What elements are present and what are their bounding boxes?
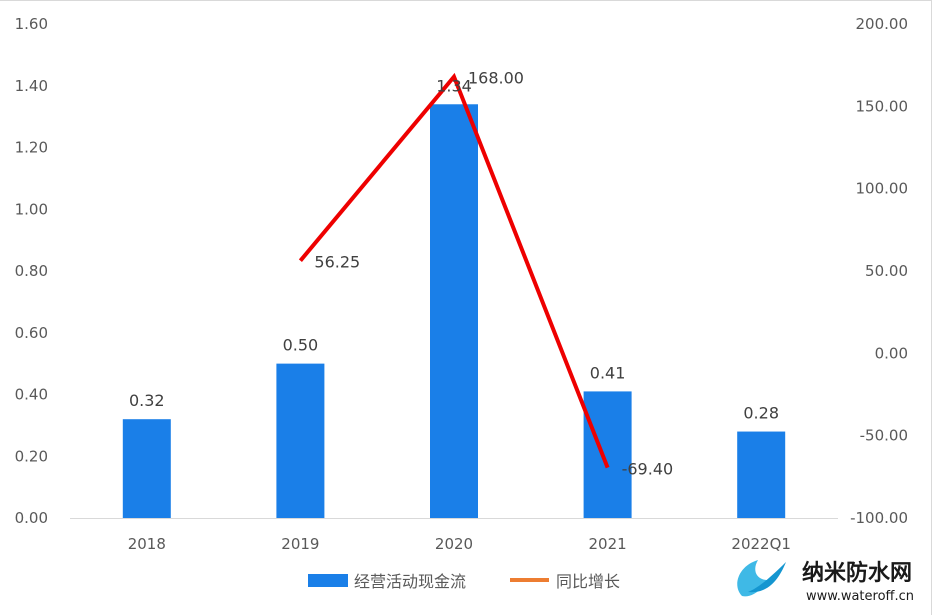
left-tick-label: 1.20 [15,139,48,157]
x-axis-labels: 2018 2019 2020 2021 2022Q1 [128,535,791,553]
left-tick-label: 0.80 [15,262,48,280]
legend-label-bar: 经营活动现金流 [354,572,466,591]
left-tick-label: 0.00 [15,509,48,527]
bar [737,431,786,518]
growth-line [298,72,610,469]
legend-label-line: 同比增长 [556,572,620,591]
bar [122,419,171,518]
bar-data-label: 0.50 [283,336,319,355]
left-tick-label: 1.40 [15,77,48,95]
left-axis: 0.00 0.20 0.40 0.60 0.80 1.00 1.20 1.40 1.60 [15,15,48,527]
left-tick-label: 0.20 [15,447,48,465]
bar [430,104,478,519]
category-label: 2021 [589,535,627,553]
water-drop-icon [737,560,786,597]
bar-data-label: 0.32 [129,391,165,410]
category-label: 2018 [128,535,166,553]
right-tick-label: 150.00 [856,97,909,115]
line-data-labels: 56.25 168.00 -69.40 [314,69,673,479]
bar-data-label: 0.28 [743,404,779,423]
legend-swatch-bar [308,574,348,587]
left-tick-label: 1.60 [15,15,48,33]
category-label: 2020 [435,535,473,553]
category-label: 2022Q1 [731,535,791,553]
bar-series [122,104,786,519]
category-label: 2019 [281,535,319,553]
right-tick-label: 100.00 [856,180,909,198]
left-tick-label: 1.00 [15,200,48,218]
watermark-url: www.wateroff.cn [806,589,914,604]
bar [276,363,325,518]
left-tick-label: 0.60 [15,324,48,342]
right-tick-label: 200.00 [856,15,909,33]
line-data-label: 56.25 [314,253,360,272]
bar-data-label: 1.34 [436,76,472,95]
right-axis: -100.00 -50.00 0.00 50.00 100.00 150.00 200.00 [850,15,908,527]
right-tick-label: 0.00 [875,344,908,362]
watermark-title: 纳米防水网 [802,560,912,586]
line-data-label: 168.00 [468,69,524,88]
watermark: 纳米防水网 www.wateroff.cn [737,560,914,604]
left-tick-label: 0.40 [15,386,48,404]
right-tick-label: -100.00 [850,509,908,527]
line-data-label: -69.40 [622,460,674,479]
bar [583,391,632,518]
right-tick-label: 50.00 [865,262,908,280]
right-tick-label: -50.00 [860,427,908,445]
legend: 经营活动现金流 同比增长 [308,572,620,591]
bar-data-labels: 0.32 0.50 1.34 0.41 0.28 [129,76,779,422]
bar-data-label: 0.41 [590,363,626,382]
